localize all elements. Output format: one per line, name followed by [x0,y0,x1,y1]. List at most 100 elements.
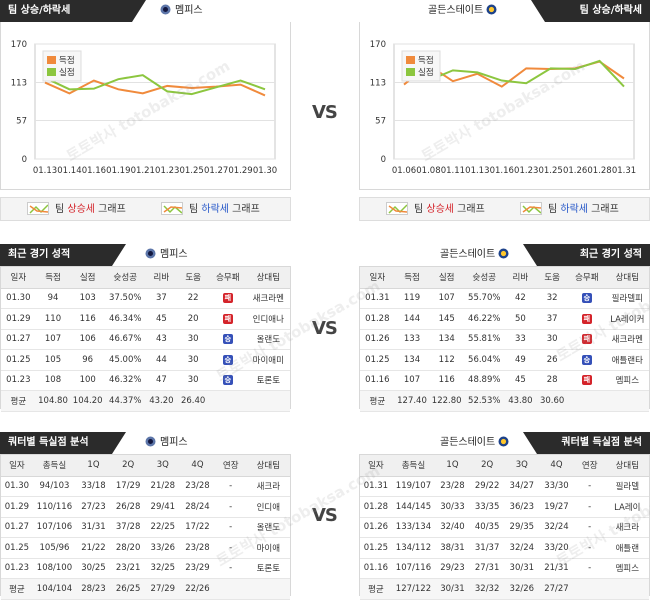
table-cell[interactable]: 새크라멘 [605,329,649,350]
table-cell: 32/40 [435,517,470,538]
table-row: 01.27 107/106 31/31 37/28 22/25 17/22- 올랜도 [1,517,290,538]
left-team-label: 멤피스 [160,0,203,22]
table-cell[interactable]: 인디애나 [246,308,290,330]
table-cell[interactable]: 새크라 [605,517,649,538]
column-header[interactable]: 2Q [110,455,146,477]
column-header[interactable]: 총득실 [391,455,436,477]
win-badge: 승 [222,354,233,365]
x-tick-label: 01.16 [82,166,106,176]
table-cell[interactable]: 토론토 [246,370,290,391]
x-tick-label: 01.25 [538,166,562,176]
table-cell: - [214,517,247,538]
column-header[interactable]: 슛성공 [464,267,505,289]
column-header[interactable]: 총득실 [32,455,77,477]
table-cell[interactable]: 멤피스 [605,558,649,579]
table-cell[interactable]: 애틀랜 [605,537,649,559]
table-cell[interactable]: 토론토 [246,558,290,579]
table-cell[interactable]: 멤피스 [605,370,649,391]
table-cell: 110/116 [32,496,77,518]
table-cell: 01.30 [1,288,36,309]
x-tick-label: 01.26 [563,166,587,176]
table-cell: 01.16 [360,558,392,579]
table-cell[interactable]: 올랜도 [246,329,290,350]
column-header[interactable]: 1Q [76,455,111,477]
column-header[interactable]: 승무패 [568,267,606,289]
table-cell: 승 [209,329,247,350]
right-quarter-header: 쿼터별 득실점 분석 [537,432,650,454]
loss-badge: 패 [581,313,592,324]
table-cell[interactable] [605,390,649,412]
column-header[interactable]: 리바 [145,267,178,289]
column-header[interactable]: 도움 [536,267,569,289]
table-cell: 46.22% [464,308,505,330]
table-cell[interactable]: 새크라멘 [246,288,290,309]
column-header[interactable]: 4Q [180,455,215,477]
table-cell: 01.30 [1,476,33,497]
table-cell: 평균 [360,390,395,412]
column-header[interactable]: 슛성공 [105,267,146,289]
column-header[interactable]: 3Q [504,455,540,477]
column-header[interactable]: 일자 [360,267,395,289]
table-cell[interactable]: LA레이 [605,496,649,518]
table-row: 01.16 107/116 29/23 27/31 30/31 21/31- 멤피스 [360,558,649,579]
table-cell[interactable] [246,390,290,412]
column-header[interactable]: 득점 [35,267,71,289]
table-cell: 48.89% [464,370,505,391]
column-header[interactable]: 상대팀 [605,267,649,289]
table-cell: 42 [504,288,537,309]
y-tick-label: 0 [22,155,27,165]
column-header[interactable]: 실점 [429,267,465,289]
table-cell [573,578,606,600]
table-cell[interactable]: 애틀랜타 [605,349,649,371]
column-header[interactable]: 일자 [1,455,33,477]
right-recent-title: 최근 경기 성적 [579,249,642,260]
column-header[interactable]: 승무패 [209,267,247,289]
column-header[interactable]: 3Q [145,455,181,477]
table-cell: 104.80 [35,390,71,412]
table-cell: 26 [536,349,569,371]
table-cell[interactable]: 인디애 [246,496,290,518]
column-header[interactable]: 실점 [70,267,106,289]
column-header[interactable]: 일자 [360,455,392,477]
x-tick-label: 01.23 [514,166,538,176]
column-header[interactable]: 연장 [573,455,606,477]
column-header[interactable]: 연장 [214,455,247,477]
series-line [44,74,266,96]
column-header[interactable]: 2Q [469,455,505,477]
table-cell: 01.29 [1,308,36,330]
table-cell[interactable]: 마이애 [246,537,290,559]
table-cell[interactable]: LA레이커 [605,308,649,330]
column-header[interactable]: 상대팀 [246,267,290,289]
table-cell: 패 [568,308,606,330]
table-cell: 31/37 [469,537,505,559]
column-header[interactable]: 리바 [504,267,537,289]
right-quarter-team: 골든스테이트 [440,432,513,454]
table-cell: 40/35 [469,517,505,538]
column-header[interactable]: 상대팀 [605,455,649,477]
legend-down-item: 팀 하락세 그래프 [520,202,619,218]
column-header[interactable]: 득점 [394,267,430,289]
table-cell[interactable]: 새크라 [246,476,290,497]
table-cell[interactable]: 올랜도 [246,517,290,538]
right-team-label: 골든스테이트 [428,0,501,22]
column-header[interactable]: 상대팀 [246,455,290,477]
table-cell: 20 [177,308,210,330]
column-header[interactable]: 4Q [539,455,574,477]
table-cell[interactable]: 필라델 [605,476,649,497]
table-cell: 50 [504,308,537,330]
x-tick-label: 01.19 [106,166,130,176]
table-row: 01.29 110 116 46.34% 45 20 패 인디애나 [1,308,290,330]
column-header[interactable]: 1Q [435,455,470,477]
column-header[interactable]: 일자 [1,267,36,289]
table-cell[interactable]: 필라델피 [605,288,649,309]
table-cell: 134 [394,349,430,371]
x-tick-label: 01.14 [57,166,81,176]
table-row: 01.25 105/96 21/22 28/20 33/26 23/28- 마이애 [1,537,290,559]
down-trend-icon [161,202,183,215]
column-header[interactable]: 도움 [177,267,210,289]
table-cell: 01.28 [360,496,392,518]
table-cell[interactable]: 마이애미 [246,349,290,371]
table-cell: 46.34% [105,308,146,330]
table-cell: 31/31 [76,517,111,538]
table-cell: 01.25 [1,349,36,371]
